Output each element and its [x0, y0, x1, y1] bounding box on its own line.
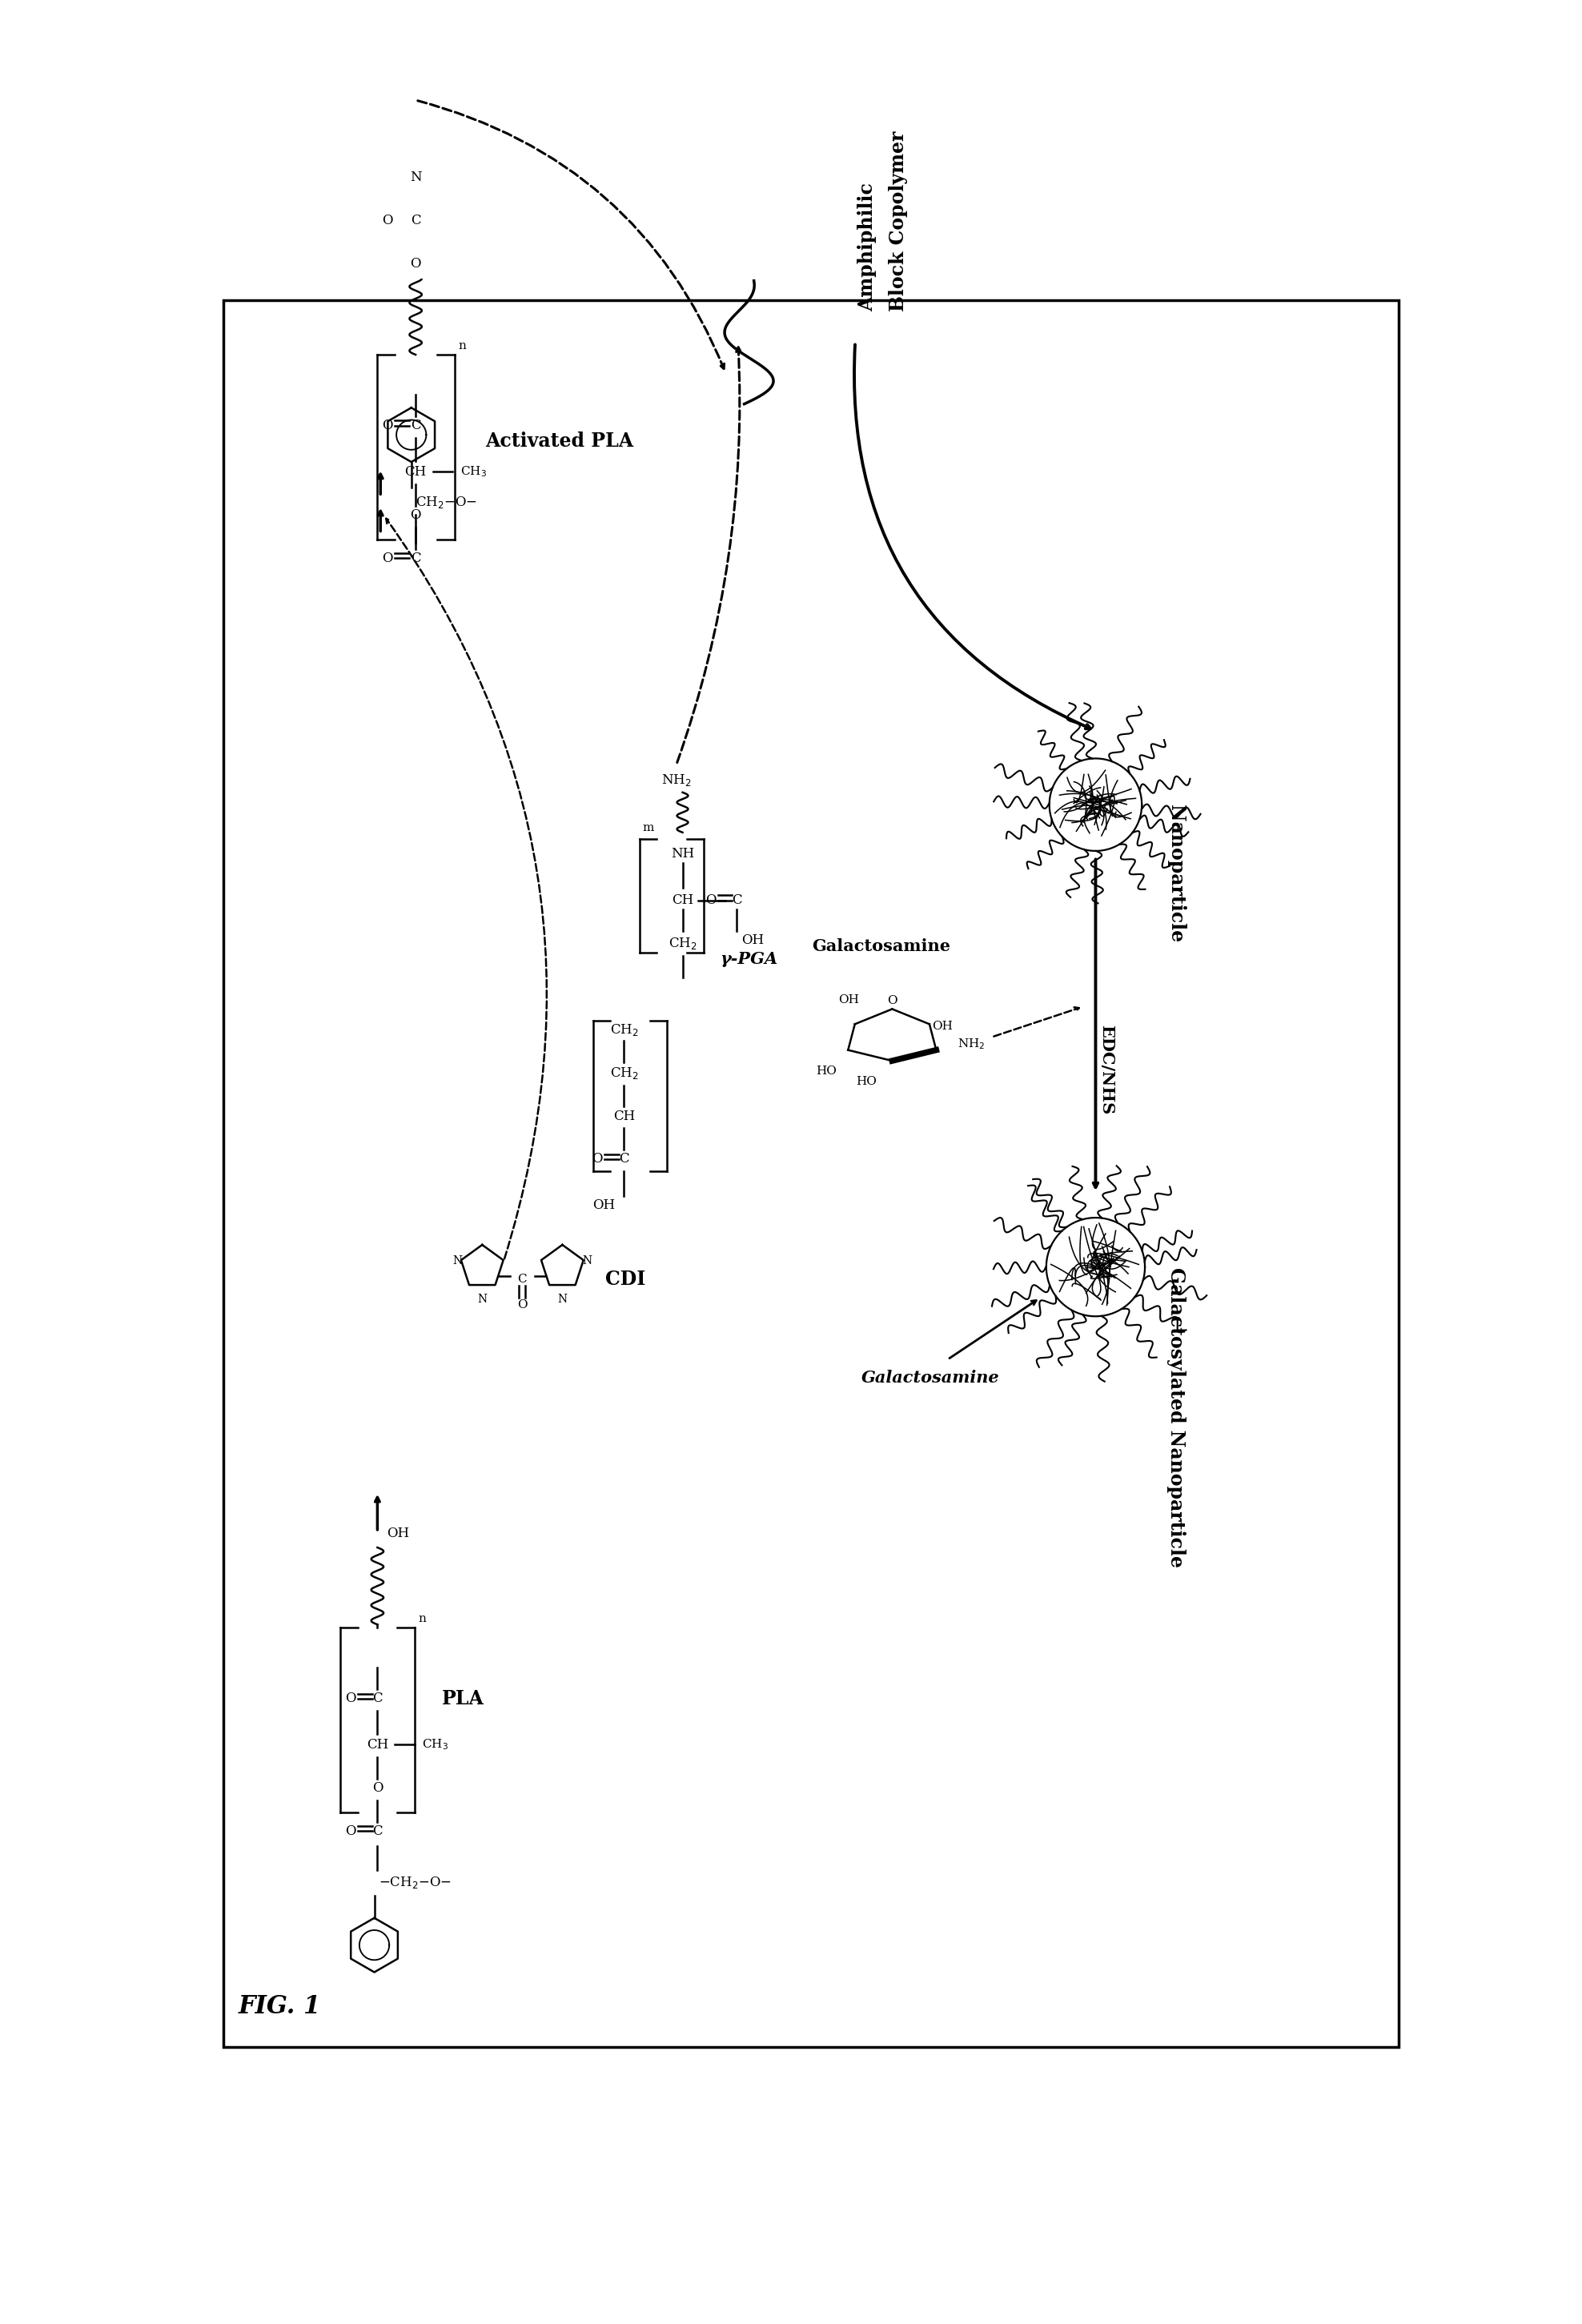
Text: C: C	[411, 551, 421, 565]
Text: CDI: CDI	[606, 1269, 645, 1290]
Text: HO: HO	[856, 1076, 876, 1088]
Text: CH$_3$: CH$_3$	[460, 465, 486, 479]
Text: O: O	[592, 1153, 603, 1167]
Text: OH: OH	[838, 995, 859, 1006]
Text: N: N	[410, 170, 421, 184]
Text: O: O	[706, 892, 717, 906]
Text: CH$_2$$-$O$-$: CH$_2$$-$O$-$	[416, 495, 478, 511]
Text: NH: NH	[671, 848, 694, 860]
Text: CH$_2$: CH$_2$	[609, 1064, 638, 1081]
Text: OH: OH	[592, 1199, 615, 1213]
Text: CH: CH	[614, 1109, 634, 1122]
Text: EDC/NHS: EDC/NHS	[1098, 1025, 1115, 1116]
Text: O: O	[410, 509, 421, 523]
Text: Galactosamine: Galactosamine	[861, 1369, 1000, 1385]
Text: CH: CH	[367, 1738, 388, 1752]
Text: NH$_2$: NH$_2$	[957, 1037, 986, 1050]
Text: N: N	[452, 1255, 462, 1267]
Text: Nanoparticle: Nanoparticle	[1166, 804, 1185, 944]
Text: CH$_2$: CH$_2$	[609, 1023, 638, 1037]
Text: C: C	[372, 1692, 383, 1706]
Text: C: C	[732, 892, 742, 906]
Text: γ-PGA: γ-PGA	[720, 951, 777, 967]
Text: O: O	[888, 995, 897, 1006]
Text: HO: HO	[816, 1064, 837, 1076]
Text: FIG. 1: FIG. 1	[239, 1994, 321, 2020]
Text: C: C	[517, 1274, 527, 1285]
Text: N: N	[478, 1294, 487, 1304]
Text: Galactosylated Nanoparticle: Galactosylated Nanoparticle	[1166, 1267, 1185, 1566]
Text: n: n	[418, 1613, 426, 1624]
Text: C: C	[619, 1153, 630, 1167]
Text: O: O	[372, 1780, 383, 1794]
Text: PLA: PLA	[441, 1690, 484, 1708]
Text: CH: CH	[672, 892, 693, 906]
Text: OH: OH	[386, 1527, 410, 1541]
Text: N: N	[557, 1294, 568, 1304]
Text: m: m	[642, 823, 653, 834]
Text: O: O	[381, 214, 392, 228]
Text: OH: OH	[740, 934, 764, 948]
Text: O: O	[345, 1692, 356, 1706]
Text: Amphiphilic: Amphiphilic	[857, 184, 876, 311]
Text: C: C	[372, 1824, 383, 1838]
Text: O: O	[381, 418, 392, 432]
Text: OH: OH	[932, 1020, 952, 1032]
Text: NH$_2$: NH$_2$	[661, 772, 691, 788]
Text: O: O	[517, 1299, 527, 1311]
Text: O: O	[381, 551, 392, 565]
Text: Activated PLA: Activated PLA	[486, 432, 633, 451]
Text: CH$_2$: CH$_2$	[668, 937, 696, 951]
Text: CH$_3$: CH$_3$	[422, 1738, 448, 1752]
Text: O: O	[345, 1824, 356, 1838]
Text: Galactosamine: Galactosamine	[812, 939, 951, 955]
Text: CH: CH	[405, 465, 427, 479]
Text: C: C	[411, 418, 421, 432]
Text: N: N	[582, 1255, 592, 1267]
Text: O: O	[410, 256, 421, 270]
Text: n: n	[459, 339, 467, 351]
Text: Block Copolymer: Block Copolymer	[889, 130, 908, 311]
Text: C: C	[411, 214, 421, 228]
Text: $-$CH$_2$$-$O$-$: $-$CH$_2$$-$O$-$	[378, 1875, 451, 1889]
